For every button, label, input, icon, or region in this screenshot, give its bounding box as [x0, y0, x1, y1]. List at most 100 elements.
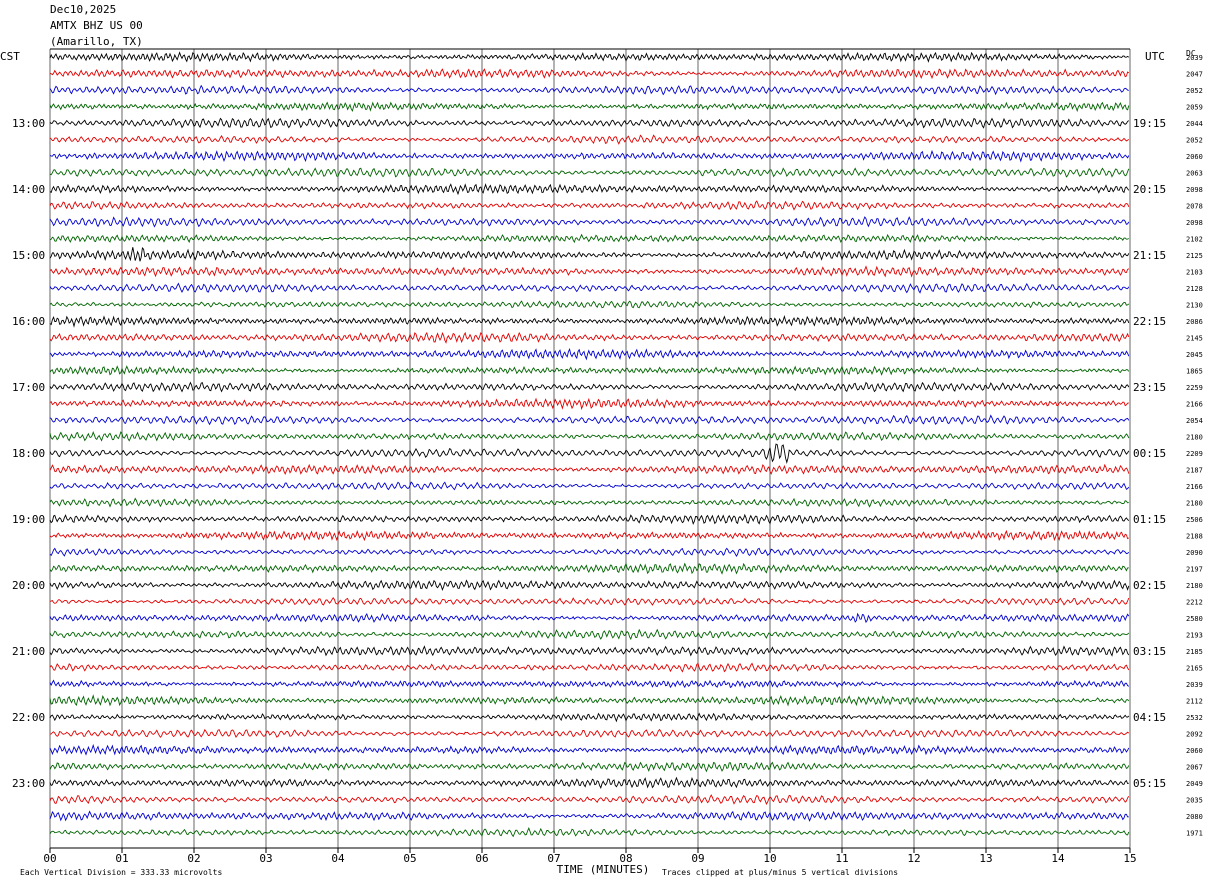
x-tick-label: 04	[331, 852, 345, 865]
dc-offset-label: 1865	[1186, 368, 1203, 376]
clip-note: Traces clipped at plus/minus 5 vertical …	[662, 868, 899, 877]
dc-offset-label: 2039	[1186, 681, 1203, 689]
right-hour-label: 02:15	[1133, 579, 1166, 592]
trace-line	[49, 84, 1129, 96]
right-hour-label: 00:15	[1133, 447, 1166, 460]
dc-offset-label: 2130	[1186, 302, 1203, 310]
trace-line	[49, 314, 1130, 328]
trace-line	[49, 810, 1129, 822]
trace-line	[49, 149, 1130, 163]
trace-line	[49, 247, 1130, 262]
header-date: Dec10,2025	[50, 3, 117, 16]
dc-offset-label: 2049	[1186, 780, 1203, 788]
x-tick-label: 06	[475, 852, 488, 865]
dc-offset-label: 2125	[1186, 252, 1203, 260]
x-tick-label: 01	[115, 852, 128, 865]
x-tick-label: 10	[763, 852, 776, 865]
right-hour-label: 19:15	[1133, 117, 1166, 130]
trace-line	[49, 645, 1130, 657]
scale-note: Each Vertical Division = 333.33 microvol…	[20, 868, 223, 877]
right-hour-label: 21:15	[1133, 249, 1166, 262]
dc-offset-label: 2067	[1186, 764, 1203, 772]
trace-line	[49, 827, 1130, 838]
dc-offset-label: 2506	[1186, 516, 1203, 524]
dc-offset-label: 2059	[1186, 104, 1203, 112]
x-tick-label: 02	[187, 852, 200, 865]
dc-offset-label: 2197	[1186, 566, 1203, 574]
trace-line	[49, 233, 1130, 244]
dc-offset-label: 2060	[1186, 153, 1203, 161]
axis-labels: 00 01 02 03 04 05 06 07 08 09 10 11 12 13 14 15 TIME (MI…	[12, 54, 1203, 876]
trace-line	[49, 414, 1130, 426]
trace-line	[49, 134, 1130, 145]
dc-offset-label: 2090	[1186, 549, 1203, 557]
dc-offset-label: 2145	[1186, 335, 1203, 343]
dc-offset-label: 2180	[1186, 582, 1203, 590]
left-hour-label: 18:00	[12, 447, 45, 460]
x-tick-label: 13	[979, 852, 992, 865]
trace-line	[49, 431, 1130, 442]
dc-offset-label: 2212	[1186, 599, 1203, 607]
trace-line	[49, 200, 1130, 211]
trace-line	[49, 743, 1130, 756]
trace-line	[49, 463, 1130, 476]
x-tick-label: 08	[619, 852, 632, 865]
dc-offset-label: 2112	[1186, 698, 1203, 706]
seismic-traces	[49, 51, 1130, 838]
x-tick-label: 03	[259, 852, 272, 865]
dc-offset-label: 2128	[1186, 285, 1203, 293]
dc-offset-label: 2259	[1186, 384, 1203, 392]
dc-offset-label: 2165	[1186, 665, 1203, 673]
grid-lines	[49, 48, 1131, 853]
right-hour-label: 01:15	[1133, 513, 1166, 526]
left-hour-label: 17:00	[12, 381, 45, 394]
x-tick-label: 00	[43, 852, 56, 865]
dc-offset-label: 2052	[1186, 137, 1203, 145]
x-axis-label: TIME (MINUTES)	[557, 863, 650, 876]
trace-line	[49, 612, 1130, 624]
trace-line	[49, 662, 1130, 673]
trace-line	[49, 381, 1130, 393]
trace-line	[49, 216, 1130, 228]
left-hour-label: 21:00	[12, 645, 45, 658]
trace-line	[49, 183, 1130, 196]
trace-line	[49, 776, 1129, 790]
dc-offset-label: 2180	[1186, 434, 1203, 442]
left-hour-label: 22:00	[12, 711, 45, 724]
dc-offset-label: 2580	[1186, 615, 1203, 623]
trace-line	[49, 728, 1130, 739]
x-tick-label: 14	[1051, 852, 1065, 865]
dc-offset-label: 2047	[1186, 71, 1203, 79]
dc-offset-label: 2185	[1186, 648, 1203, 656]
right-hour-label: 22:15	[1133, 315, 1166, 328]
trace-line	[49, 397, 1129, 411]
trace-line	[49, 481, 1130, 491]
dc-offset-label: 2166	[1186, 401, 1203, 409]
x-tick-label: 11	[835, 852, 848, 865]
trace-line	[49, 282, 1130, 294]
trace-line	[49, 679, 1130, 689]
dc-offset-label: 2098	[1186, 219, 1203, 227]
header-location: (Amarillo, TX)	[50, 35, 143, 48]
dc-offset-label: 2045	[1186, 351, 1203, 359]
trace-line	[49, 331, 1130, 344]
right-hour-label: 05:15	[1133, 777, 1166, 790]
dc-offset-label: 2532	[1186, 714, 1203, 722]
trace-line	[49, 794, 1130, 806]
trace-line	[49, 513, 1130, 526]
x-tick-label: 07	[547, 852, 560, 865]
right-timezone: UTC	[1145, 50, 1165, 63]
trace-line	[49, 579, 1130, 592]
left-hour-label: 23:00	[12, 777, 45, 790]
dc-offset-label: 2039	[1186, 54, 1203, 62]
trace-line	[49, 348, 1130, 361]
trace-line	[49, 694, 1130, 707]
left-hour-label: 20:00	[12, 579, 45, 592]
trace-line	[49, 761, 1130, 773]
dc-offset-label: 2060	[1186, 747, 1203, 755]
dc-offset-label: 2102	[1186, 236, 1203, 244]
x-tick-label: 12	[907, 852, 920, 865]
trace-line	[49, 167, 1130, 178]
dc-offset-label: 2180	[1186, 500, 1203, 508]
